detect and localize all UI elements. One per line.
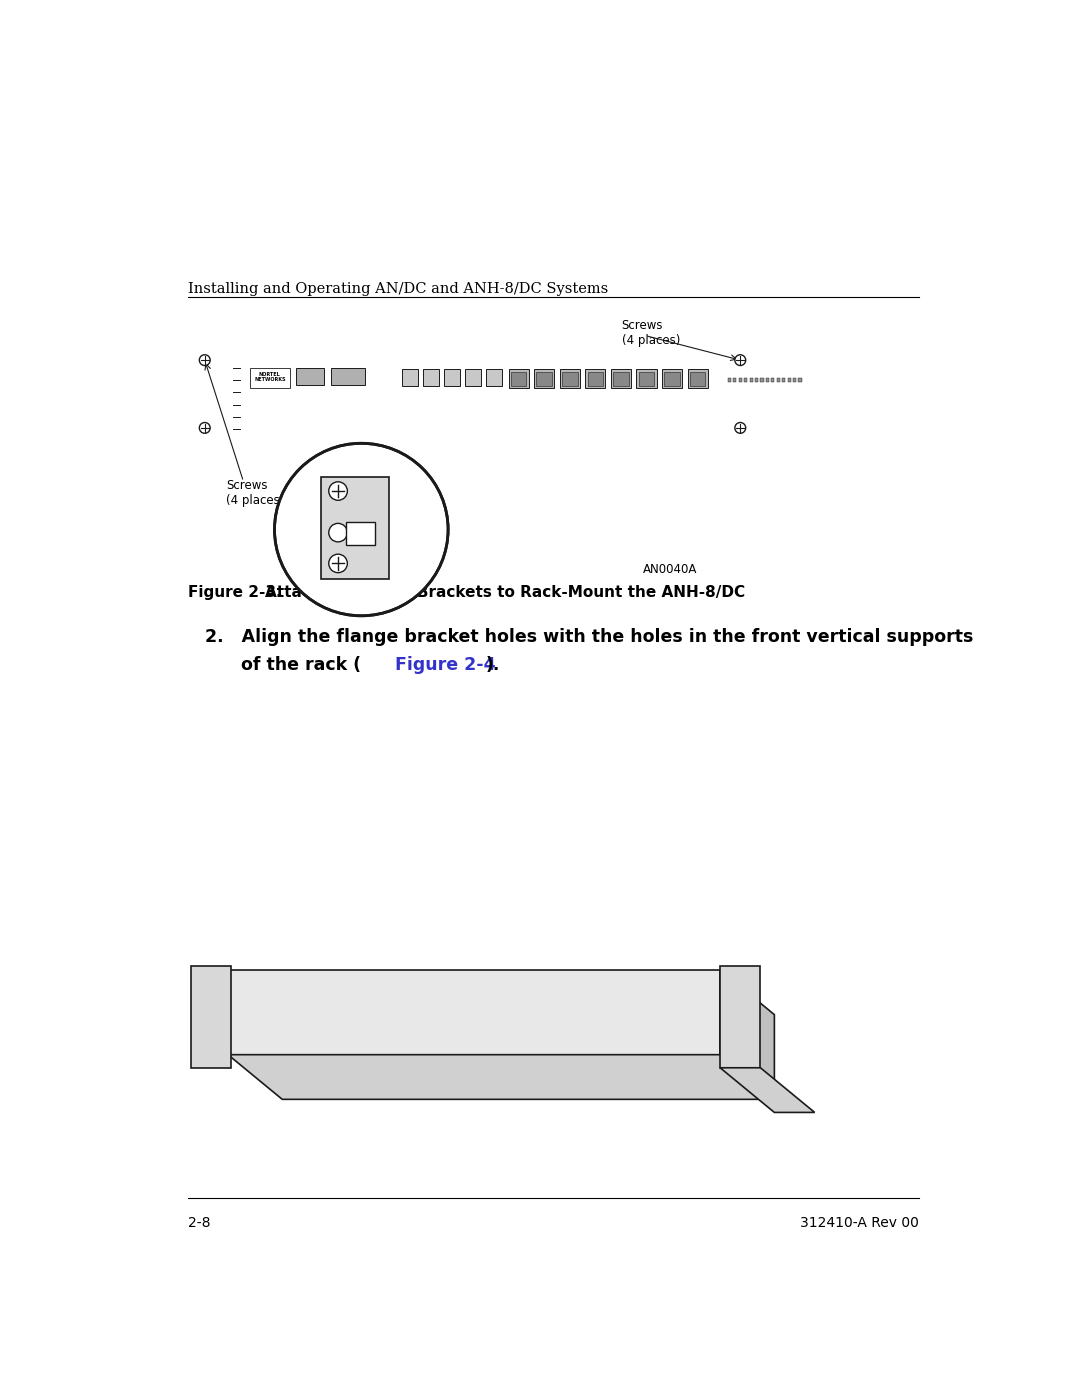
Bar (739, 377, 742, 381)
Bar (613, 372, 629, 386)
Polygon shape (720, 970, 774, 1099)
Bar (664, 372, 679, 386)
Bar (760, 377, 764, 381)
Bar (346, 522, 375, 545)
Bar (535, 369, 554, 388)
Bar (588, 372, 603, 386)
Bar (321, 478, 389, 578)
Text: 2.   Align the flange bracket holes with the holes in the front vertical support: 2. Align the flange bracket holes with t… (205, 629, 973, 645)
Text: Screws
(4 places): Screws (4 places) (622, 319, 680, 346)
Circle shape (734, 355, 745, 366)
Text: 312410-A Rev 00: 312410-A Rev 00 (800, 1217, 919, 1231)
Bar (728, 377, 731, 381)
Bar (585, 369, 606, 388)
Bar (787, 377, 791, 381)
Bar (798, 377, 801, 381)
Bar (690, 372, 705, 386)
Bar (777, 377, 780, 381)
Polygon shape (228, 1055, 774, 1099)
Bar (537, 372, 552, 386)
Circle shape (328, 524, 348, 542)
Circle shape (200, 355, 211, 366)
Bar (296, 367, 324, 384)
Text: ).: ). (485, 655, 500, 673)
Bar (733, 377, 737, 381)
Bar (766, 377, 769, 381)
Polygon shape (720, 967, 760, 1067)
Circle shape (274, 443, 448, 616)
Polygon shape (228, 970, 720, 1055)
Text: Installing and Operating AN/DC and ANH-8/DC Systems: Installing and Operating AN/DC and ANH-8… (188, 282, 608, 296)
Text: AN0040A: AN0040A (643, 563, 697, 577)
Circle shape (328, 555, 348, 573)
Bar (465, 369, 481, 387)
Circle shape (200, 422, 211, 433)
Text: of the rack (: of the rack ( (205, 655, 361, 673)
Bar (782, 377, 785, 381)
Bar (662, 369, 683, 388)
Bar (562, 372, 578, 386)
Circle shape (734, 422, 745, 433)
Bar (509, 369, 529, 388)
Bar (638, 372, 654, 386)
Bar (755, 377, 758, 381)
Text: Attaching Flange Brackets to Rack-Mount the ANH-8/DC: Attaching Flange Brackets to Rack-Mount … (266, 585, 745, 599)
Text: Screws
(4 places): Screws (4 places) (227, 479, 285, 507)
Bar (771, 377, 774, 381)
Bar (636, 369, 657, 388)
Bar (688, 369, 707, 388)
Bar (249, 367, 291, 388)
Text: NORTEL
NETWORKS: NORTEL NETWORKS (254, 372, 285, 383)
Polygon shape (191, 967, 231, 1067)
Bar (611, 369, 631, 388)
Polygon shape (720, 1067, 814, 1112)
Bar (793, 377, 796, 381)
Circle shape (328, 482, 348, 500)
Bar (559, 369, 580, 388)
Bar (332, 367, 365, 384)
Bar (486, 369, 501, 387)
Bar (403, 369, 418, 387)
Bar (444, 369, 460, 387)
Bar (511, 372, 526, 386)
Text: Figure 2-3.: Figure 2-3. (188, 585, 281, 599)
Text: 2-8: 2-8 (188, 1217, 211, 1231)
Bar (423, 369, 438, 387)
Text: Figure 2-4: Figure 2-4 (395, 655, 496, 673)
Bar (744, 377, 747, 381)
Bar (750, 377, 753, 381)
